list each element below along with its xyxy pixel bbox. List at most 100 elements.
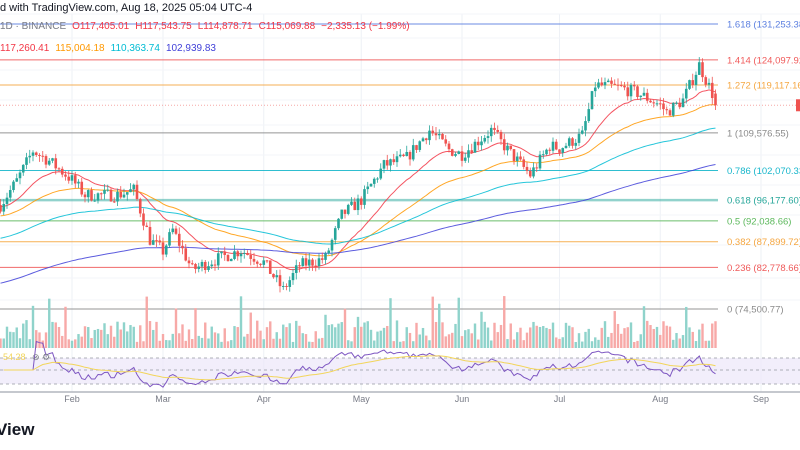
candle: [603, 77, 607, 90]
volume-bar: [236, 327, 239, 348]
candle-body: [454, 153, 457, 156]
candle: [158, 235, 162, 246]
candle: [164, 244, 168, 258]
open-value: O117,405.01: [72, 21, 130, 32]
rsi-ma-line: [3, 355, 716, 381]
symbol-label[interactable]: 1D · BINANCE: [0, 21, 67, 32]
candle-body: [541, 154, 545, 156]
eye-off-icon[interactable]: ⊘: [32, 352, 40, 362]
volume-bar: [571, 327, 574, 348]
candle-body: [463, 157, 467, 161]
volume-bar: [473, 323, 477, 348]
candle: [194, 262, 197, 274]
candle-body: [623, 85, 626, 88]
volume-bar: [457, 297, 460, 348]
candle-body: [220, 251, 223, 254]
candle: [545, 148, 548, 156]
volume-bar: [525, 332, 529, 348]
candle-body: [525, 166, 529, 171]
volume-bar: [584, 331, 587, 348]
volume-bar: [522, 340, 525, 348]
candle-body: [236, 251, 240, 257]
candle: [268, 260, 272, 274]
candle: [639, 95, 643, 101]
candle: [38, 153, 41, 162]
volume-bar: [470, 333, 473, 348]
candle-body: [330, 239, 334, 251]
candle: [60, 166, 64, 178]
candle: [372, 177, 376, 188]
candle: [265, 259, 269, 264]
volume-bar: [178, 333, 181, 348]
candle-body: [116, 191, 119, 202]
volume-bar: [574, 341, 577, 348]
ma-value: 102,939.83: [165, 43, 216, 54]
candle-body: [385, 160, 389, 166]
volume-bar: [148, 321, 152, 348]
candle: [236, 249, 240, 261]
candle-body: [476, 141, 480, 146]
candle-body: [194, 264, 197, 270]
candle-body: [574, 142, 578, 146]
volume-bar: [51, 321, 54, 348]
candle: [567, 136, 571, 148]
candle: [675, 101, 678, 105]
candle: [710, 76, 714, 105]
volume-bar: [587, 328, 590, 348]
candle-body: [301, 258, 305, 267]
candle-body: [226, 254, 230, 262]
volume-bar: [551, 322, 555, 348]
candle-body: [278, 275, 282, 287]
volume-bar: [67, 339, 70, 348]
candle-body: [376, 178, 379, 180]
candle: [502, 133, 506, 155]
candle: [5, 192, 9, 209]
candle-body: [421, 138, 425, 142]
candle-body: [447, 143, 451, 150]
candle-body: [489, 127, 493, 137]
candle-body: [363, 189, 366, 205]
volume-bar: [57, 326, 61, 348]
tradingview-logo-text: View: [0, 420, 35, 439]
settings-icon[interactable]: ⚙: [42, 352, 51, 362]
candle-body: [571, 138, 574, 146]
candle-body: [554, 141, 558, 150]
volume-bar: [93, 329, 96, 348]
candle: [174, 225, 178, 236]
candle-body: [697, 62, 701, 75]
candle-body: [0, 205, 2, 212]
candle: [402, 153, 405, 157]
volume-bar: [256, 320, 259, 348]
candle-body: [561, 148, 565, 153]
volume-bar: [467, 329, 470, 348]
candle-body: [190, 263, 194, 265]
volume-bar: [129, 325, 132, 348]
volume-bar: [321, 337, 324, 348]
candle: [428, 125, 431, 145]
candle: [593, 81, 597, 97]
volume-bar: [408, 332, 412, 348]
volume-bar: [438, 303, 441, 348]
candle-body: [233, 251, 236, 259]
candle-body: [597, 82, 600, 88]
volume-bar: [168, 340, 171, 348]
candle-body: [649, 100, 652, 103]
volume-bar: [662, 321, 665, 348]
candle: [73, 171, 77, 188]
candle: [665, 106, 669, 115]
last-price-tag: [796, 99, 800, 112]
volume-bar: [493, 322, 496, 348]
candle: [86, 189, 90, 203]
candle: [457, 150, 461, 155]
candle-body: [528, 170, 532, 177]
candle: [528, 167, 532, 179]
volume-bar: [360, 326, 363, 348]
volume-bar: [155, 321, 158, 348]
candle: [64, 171, 67, 181]
candle: [473, 138, 477, 153]
volume-bar: [145, 296, 148, 348]
change-value: −2,335.13 (−1.99%): [321, 21, 410, 32]
candle: [28, 149, 32, 164]
candle: [246, 250, 249, 256]
